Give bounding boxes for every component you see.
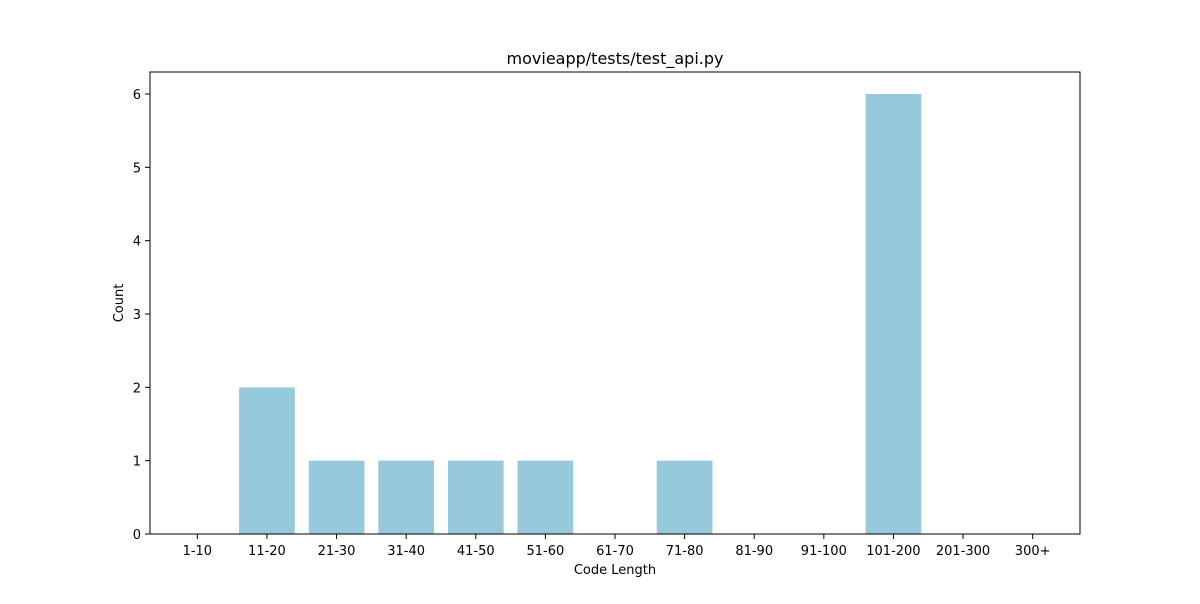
x-tick-label: 201-300 xyxy=(936,544,990,559)
x-tick-label: 11-20 xyxy=(248,544,286,559)
bar-41-50 xyxy=(447,460,504,534)
y-tick-label: 1 xyxy=(133,455,141,470)
x-tick-label: 21-30 xyxy=(318,544,356,559)
y-axis: 0 1 2 3 4 5 6 xyxy=(133,88,150,543)
x-tick-label: 71-80 xyxy=(666,544,704,559)
x-tick-label: 101-200 xyxy=(866,544,920,559)
x-tick-label: 300+ xyxy=(1015,544,1051,559)
y-tick-label: 0 xyxy=(133,528,141,543)
x-tick-label: 51-60 xyxy=(526,544,564,559)
bar-51-60 xyxy=(517,460,574,534)
bars-group xyxy=(239,94,922,534)
y-axis-label: Count xyxy=(112,284,127,323)
x-tick-label: 91-100 xyxy=(801,544,847,559)
x-tick-label: 1-10 xyxy=(183,544,213,559)
x-axis-label: Code Length xyxy=(574,563,656,578)
x-tick-label: 31-40 xyxy=(387,544,425,559)
y-tick-label: 4 xyxy=(133,235,141,250)
x-axis: 1-10 11-20 21-30 31-40 41-50 51-60 61-70 71-80 8… xyxy=(183,534,1051,559)
y-tick-label: 6 xyxy=(133,88,141,103)
y-tick-label: 3 xyxy=(133,308,141,323)
bar-21-30 xyxy=(308,460,365,534)
x-tick-label: 41-50 xyxy=(457,544,495,559)
y-tick-label: 5 xyxy=(133,161,141,176)
x-tick-label: 81-90 xyxy=(735,544,773,559)
bar-11-20 xyxy=(239,387,295,534)
x-tick-label: 61-70 xyxy=(596,544,634,559)
bar-101-200 xyxy=(865,94,922,534)
bar-71-80 xyxy=(656,460,713,534)
bar-31-40 xyxy=(378,460,435,534)
chart-title: movieapp/tests/test_api.py xyxy=(507,49,724,69)
y-tick-label: 2 xyxy=(133,381,141,396)
